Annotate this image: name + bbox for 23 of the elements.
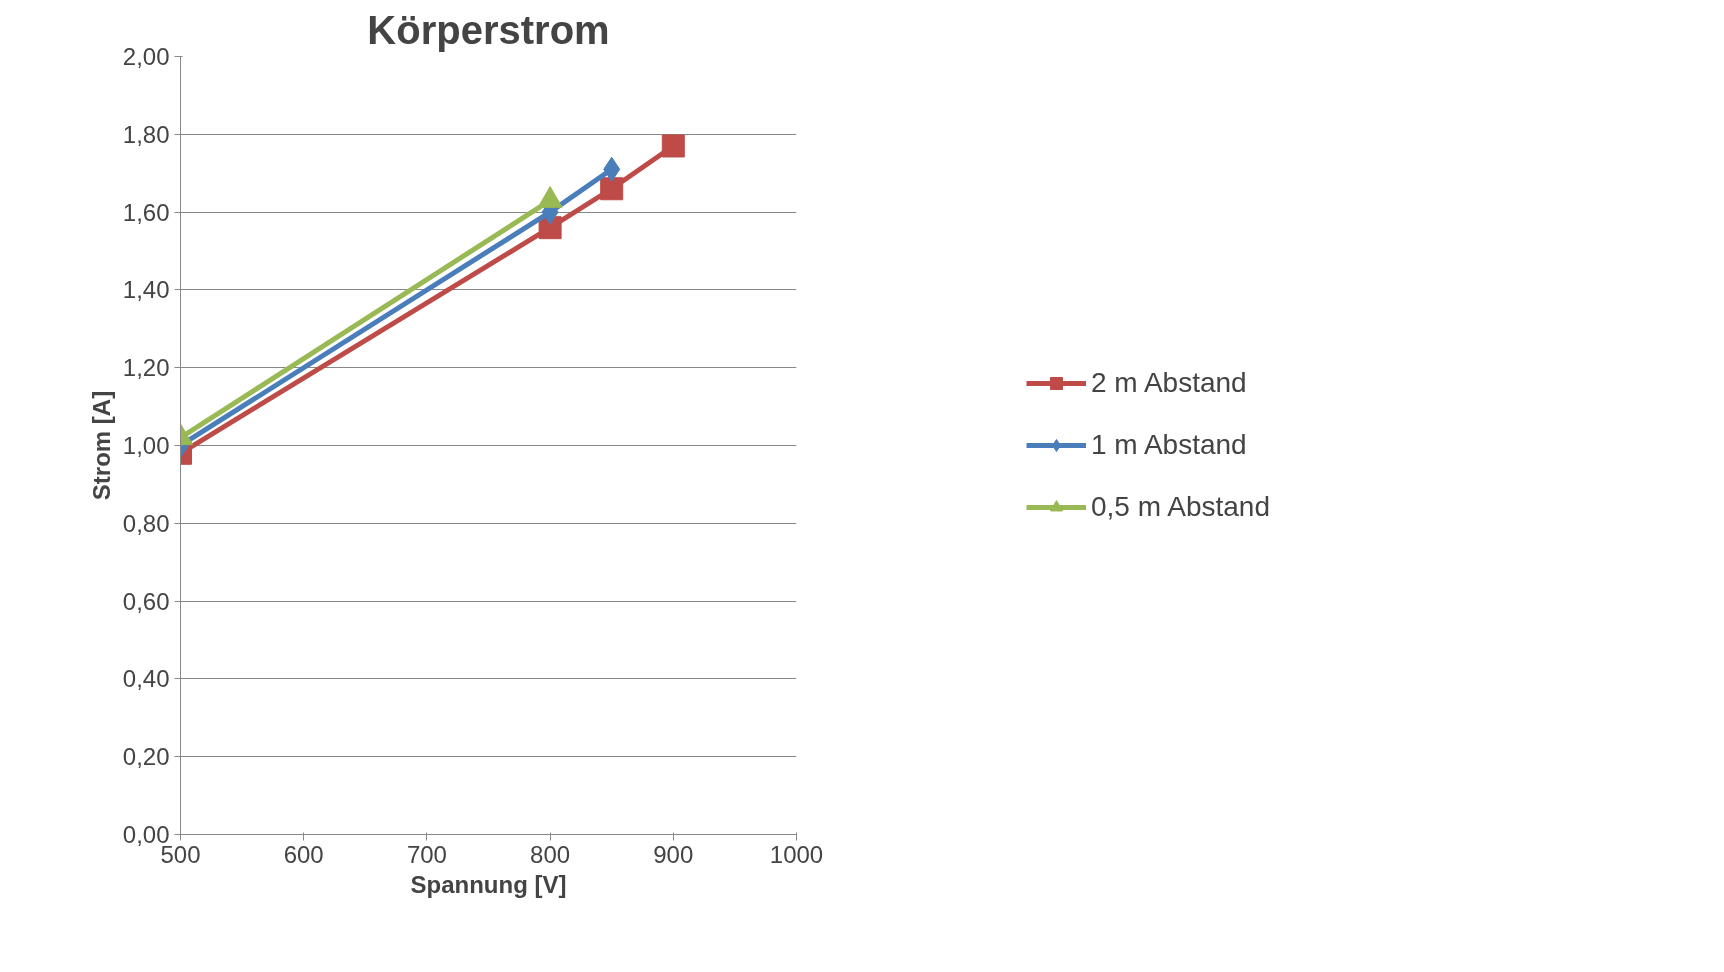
legend-label: 1 m Abstand (1090, 429, 1247, 461)
y-tick-label: 0,20 (122, 743, 170, 771)
y-tick-label: 1,60 (122, 198, 170, 226)
x-tick-label: 1000 (769, 840, 824, 868)
y-tick-label: 1,20 (122, 354, 170, 382)
x-axis-title: Spannung [V] (410, 870, 567, 898)
y-tick-label: 1,80 (122, 120, 170, 148)
legend-label: 0,5 m Abstand (1090, 491, 1271, 523)
y-tick-label: 0,40 (122, 665, 170, 693)
y-tick-label: 2,00 (122, 43, 170, 70)
point (600, 177, 624, 201)
x-tick-label: 900 (653, 840, 694, 868)
legend-label: 2 m Abstand (1090, 367, 1247, 399)
y-tick-label: 1,40 (122, 276, 170, 304)
x-tick-label: 700 (406, 840, 447, 868)
y-axis-title: Strom [A] (87, 390, 115, 501)
y-tick-label: 0,80 (122, 509, 170, 537)
x-tick-label: 600 (283, 840, 324, 868)
y-tick-label: 1,00 (122, 432, 170, 459)
chart-title: Körperstrom (367, 7, 610, 52)
y-tick-label: 0,60 (122, 587, 170, 615)
point (661, 134, 685, 158)
x-tick-label: 800 (530, 840, 571, 868)
